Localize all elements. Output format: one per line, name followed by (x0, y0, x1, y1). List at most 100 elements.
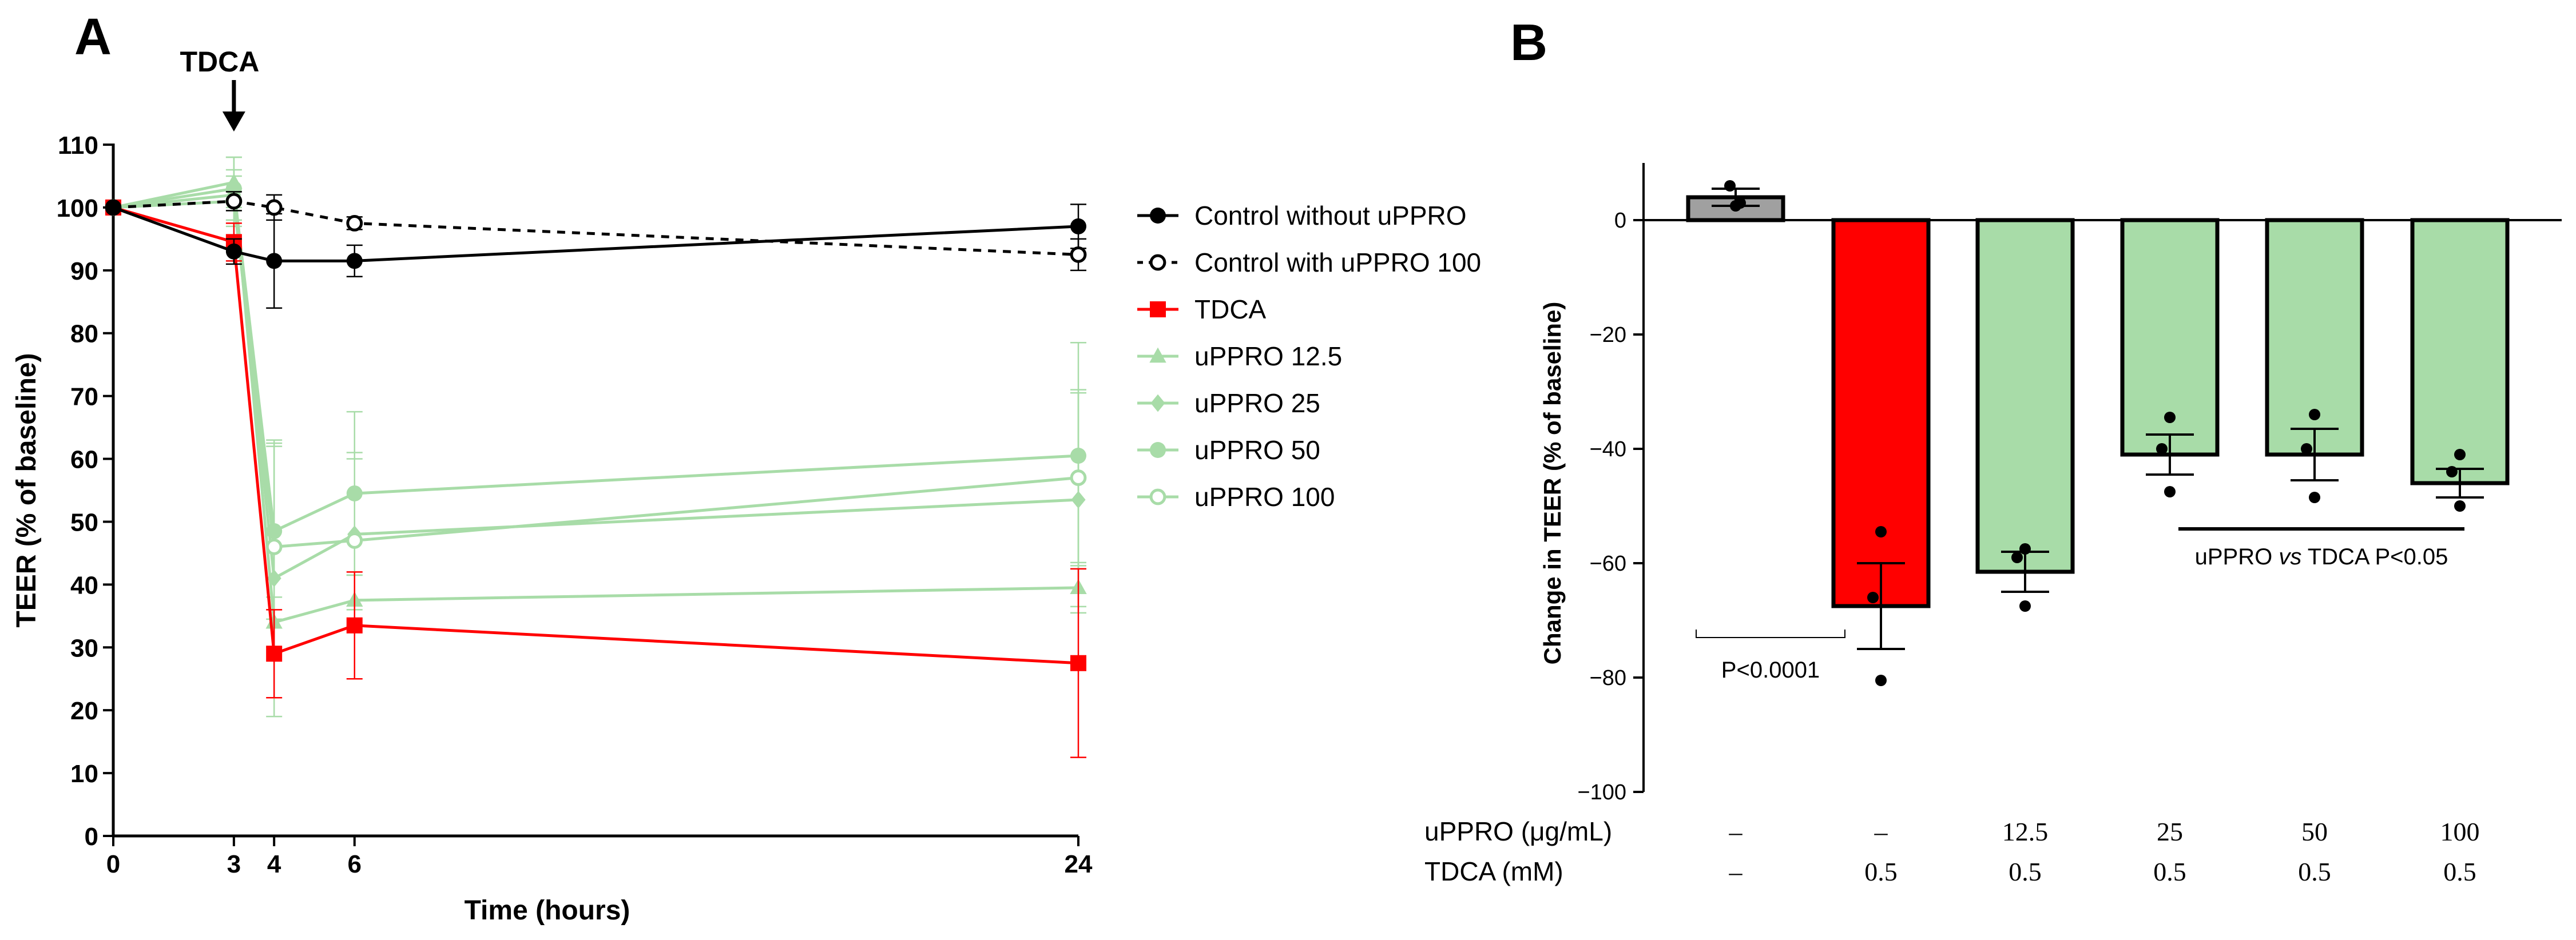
data-point (1070, 218, 1086, 234)
significance-label: uPPRO vs TDCA P<0.05 (2195, 544, 2448, 569)
panel-a-label: A (74, 9, 112, 66)
data-point (2454, 500, 2466, 512)
panel-b-annotations: P<0.0001 uPPRO vs TDCA P<0.05 (1696, 527, 2464, 683)
condition-row: uPPRO (μg/mL) – – 12.5 25 50 100 (1424, 816, 2480, 846)
series-line (113, 200, 1079, 256)
condition-value: – (1874, 817, 1888, 846)
a-y-tick-label: 40 (70, 571, 98, 599)
legend-label: uPPRO 12.5 (1194, 341, 1342, 371)
data-point (346, 617, 363, 634)
legend-label: uPPRO 50 (1194, 435, 1320, 465)
a-arrow-head (222, 111, 245, 132)
p-value-label: P<0.0001 (1721, 658, 1820, 683)
condition-value: 50 (2301, 817, 2328, 846)
a-x-tick-label: 6 (348, 850, 362, 878)
a-y-tick-label: 10 (70, 760, 98, 788)
series-uppro-12-5 (105, 156, 1087, 648)
data-point (1867, 592, 1879, 603)
data-point (2164, 412, 2176, 423)
series-tdca (105, 199, 1086, 758)
data-point (1875, 675, 1887, 686)
data-point (346, 532, 363, 549)
legend-label: uPPRO 25 (1194, 388, 1320, 418)
data-point (2309, 492, 2320, 503)
legend-label: Control without uPPRO (1194, 201, 1467, 230)
panel-b: B 0 −20 −40 −60 −80 −100 Change in TEER (% of… (1424, 14, 2562, 886)
bar-group-tdca (1831, 218, 1931, 686)
panel-a-plot (105, 156, 1087, 758)
bar-group-u100 (2410, 218, 2510, 512)
series-line (113, 206, 1079, 262)
panel-a-axes: 0 10 20 30 40 50 60 70 80 90 100 110 0 3 4 6 24 (57, 132, 1093, 878)
panel-a: A TDCA 0 10 20 30 40 50 60 70 80 90 100 110 0 3 4 6 24 T… (11, 9, 1481, 926)
a-x-tick-label: 0 (106, 850, 120, 878)
b-y-tick-label: −80 (1590, 666, 1626, 690)
condition-value: 12.5 (2002, 817, 2049, 846)
condition-value: 25 (2157, 817, 2183, 846)
a-x-tick-label: 3 (227, 850, 241, 878)
data-point (105, 199, 121, 216)
condition-row-label: uPPRO (μg/mL) (1424, 816, 1612, 846)
legend-item: Control with uPPRO 100 (1137, 248, 1481, 277)
data-point (346, 253, 363, 269)
data-point (265, 199, 283, 216)
panel-b-y-axis-label: Change in TEER (% of baseline) (1539, 302, 1566, 665)
a-x-tick-label: 4 (267, 850, 281, 878)
tdca-annotation: TDCA (180, 46, 259, 78)
a-y-tick-label: 110 (58, 132, 98, 160)
a-y-tick-label: 50 (70, 508, 98, 536)
data-point (2301, 443, 2312, 455)
data-point (265, 539, 283, 555)
data-point (1070, 246, 1087, 263)
condition-value: – (1729, 817, 1743, 846)
a-y-tick-label: 20 (70, 697, 98, 725)
panel-b-axes: 0 −20 −40 −60 −80 −100 (1577, 163, 2562, 804)
a-y-tick-label: 30 (70, 634, 98, 662)
a-y-tick-label: 100 (57, 194, 98, 222)
legend-marker (1149, 254, 1166, 271)
legend-marker (1149, 347, 1166, 363)
panel-a-legend: Control without uPPRO Control with uPPRO … (1137, 201, 1481, 512)
bar-group-ctrl (1686, 180, 1785, 222)
data-point (2164, 486, 2176, 497)
bar (1831, 218, 1931, 608)
data-point (346, 214, 363, 232)
legend-item: Control without uPPRO (1137, 201, 1467, 230)
data-point (1724, 180, 1736, 192)
data-point (2446, 466, 2458, 477)
series-control-without-uppro (105, 199, 1086, 309)
condition-value: 0.5 (2443, 857, 2476, 886)
bar-group-u12-5 (1975, 218, 2075, 612)
data-point (1730, 200, 1741, 212)
legend-marker (1149, 488, 1166, 505)
panel-b-bars (1686, 180, 2510, 686)
condition-value: 0.5 (2009, 857, 2042, 886)
significance-suffix: TDCA P<0.05 (2301, 544, 2448, 569)
bar-group-u50 (2265, 218, 2364, 503)
legend-marker (1150, 301, 1166, 317)
condition-value: 0.5 (2153, 857, 2186, 886)
a-y-tick-label: 90 (70, 257, 98, 285)
data-point (266, 253, 283, 269)
condition-value: 100 (2440, 817, 2480, 846)
panel-a-x-axis-label: Time (hours) (465, 895, 630, 926)
a-y-tick-label: 0 (85, 823, 98, 851)
bar (2410, 218, 2510, 485)
a-y-tick-label: 60 (70, 446, 98, 474)
b-y-tick-label: −100 (1577, 780, 1626, 804)
condition-row-label: TDCA (mM) (1424, 857, 1563, 886)
significance-vs: vs (2279, 544, 2301, 569)
legend-item: uPPRO 50 (1137, 435, 1320, 465)
legend-marker (1150, 208, 1166, 224)
condition-value: – (1729, 857, 1743, 886)
b-y-tick-label: −40 (1590, 437, 1626, 461)
significance-prefix: uPPRO (2195, 544, 2279, 569)
data-point (1070, 655, 1086, 671)
b-y-tick-label: −20 (1590, 323, 1626, 347)
data-point (2156, 443, 2168, 455)
data-point (225, 193, 243, 210)
legend-marker (1150, 394, 1165, 412)
a-y-tick-label: 70 (70, 383, 98, 411)
p-value-bracket (1696, 630, 1845, 638)
